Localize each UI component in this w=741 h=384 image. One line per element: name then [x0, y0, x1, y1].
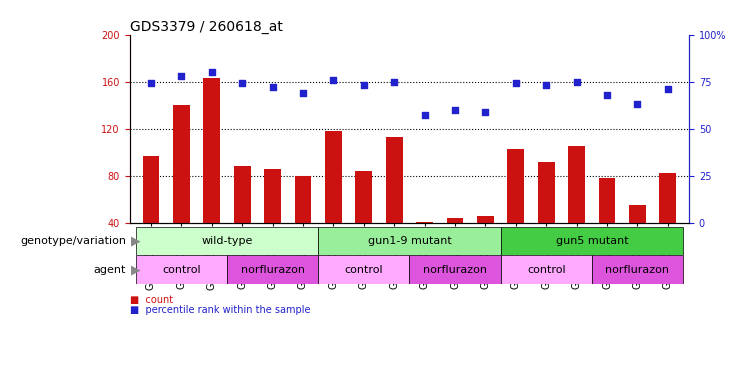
Point [510, 80, 522, 86]
Bar [659, 173, 677, 223]
Bar [136, 227, 318, 255]
Point [601, 92, 613, 98]
Point [236, 80, 248, 86]
Point [267, 84, 279, 90]
Text: agent: agent [93, 265, 126, 275]
Bar [265, 169, 281, 223]
Text: gun5 mutant: gun5 mutant [556, 236, 628, 246]
Text: GDS3379 / 260618_at: GDS3379 / 260618_at [130, 20, 282, 33]
Bar [501, 227, 683, 255]
Point [328, 77, 339, 83]
Bar [501, 255, 592, 284]
Bar [508, 149, 524, 223]
Bar [409, 255, 501, 284]
Text: ▶: ▶ [131, 263, 141, 276]
Text: norflurazon: norflurazon [605, 265, 669, 275]
Point [631, 101, 643, 107]
Point [419, 113, 431, 119]
Point [571, 79, 582, 85]
Bar [599, 178, 615, 223]
Bar [356, 171, 372, 223]
Bar [227, 255, 318, 284]
Bar [538, 162, 554, 223]
Bar [234, 166, 250, 223]
Bar [173, 105, 190, 223]
Point [297, 90, 309, 96]
Text: gun1-9 mutant: gun1-9 mutant [368, 236, 451, 246]
Bar [318, 227, 501, 255]
Bar [568, 146, 585, 223]
Text: ■  count: ■ count [130, 295, 173, 305]
Bar [295, 176, 311, 223]
Bar [142, 156, 159, 223]
Text: ▶: ▶ [131, 235, 141, 247]
Text: ■  percentile rank within the sample: ■ percentile rank within the sample [130, 305, 310, 315]
Bar [325, 131, 342, 223]
Point [449, 107, 461, 113]
Text: control: control [162, 265, 201, 275]
Text: control: control [345, 265, 383, 275]
Text: norflurazon: norflurazon [241, 265, 305, 275]
Bar [318, 255, 410, 284]
Point [358, 82, 370, 88]
Text: genotype/variation: genotype/variation [20, 236, 126, 246]
Bar [386, 137, 402, 223]
Point [388, 79, 400, 85]
Point [540, 82, 552, 88]
Bar [204, 78, 220, 223]
Point [145, 80, 157, 86]
Bar [136, 255, 227, 284]
Text: wild-type: wild-type [202, 236, 253, 246]
Text: control: control [527, 265, 565, 275]
Point [662, 86, 674, 92]
Bar [592, 255, 683, 284]
Point [176, 73, 187, 79]
Bar [416, 222, 433, 223]
Bar [477, 216, 494, 223]
Bar [447, 218, 463, 223]
Text: norflurazon: norflurazon [423, 265, 487, 275]
Point [206, 69, 218, 75]
Bar [629, 205, 646, 223]
Point [479, 109, 491, 115]
